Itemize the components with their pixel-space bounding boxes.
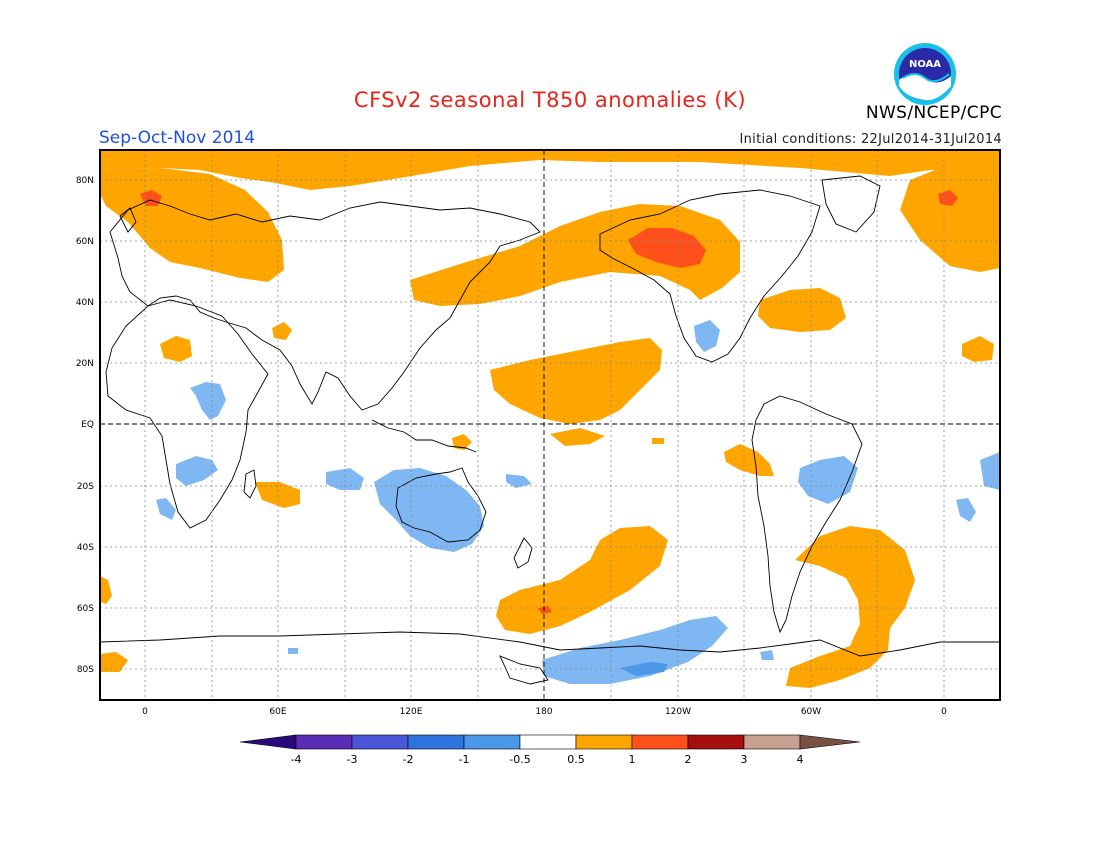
lat-label-60s: 60S — [77, 604, 94, 614]
lat-axis: 80N 60N 40N 20N EQ 20S 40S 60S 80S — [76, 176, 94, 675]
season-label: Sep-Oct-Nov 2014 — [99, 128, 256, 148]
anomaly-warm-south-atlantic-edge — [100, 576, 112, 604]
anomaly-warm-antarctic-edge — [100, 652, 128, 672]
colorbar-label-3: -1 — [459, 753, 470, 766]
coast-africa — [105, 299, 269, 529]
coast-australia — [395, 467, 487, 543]
colorbar-label-6: 1 — [629, 753, 636, 766]
colorbar-seg-8 — [743, 734, 801, 750]
lon-label-60e: 60E — [269, 707, 286, 717]
coast-new-zealand — [513, 537, 533, 569]
anomaly-layer — [100, 150, 1000, 688]
lon-label-180: 180 — [535, 707, 552, 717]
coast-madagascar — [243, 469, 257, 499]
colorbar-seg-0 — [295, 734, 353, 750]
lon-label-60w: 60W — [801, 707, 821, 717]
chart-title: CFSv2 seasonal T850 anomalies (K) — [353, 88, 747, 112]
colorbar-end-low — [239, 734, 297, 750]
lon-label-120e: 120E — [400, 707, 423, 717]
lon-axis: 0 60E 120E 180 120W 60W 0 — [142, 707, 947, 717]
anomaly-cool-sahel — [190, 382, 226, 420]
colorbar-label-4: -0.5 — [509, 753, 530, 766]
anomaly-cool-south-africa — [176, 456, 218, 486]
logo-text: NOAA — [909, 59, 941, 70]
anomaly-warm-madagascar — [255, 482, 300, 508]
lat-label-20n: 20N — [76, 359, 94, 369]
anomaly-cool-mexico — [694, 320, 720, 352]
colorbar-label-1: -3 — [347, 753, 358, 766]
anomaly-warm-europe-east-edge — [900, 168, 1000, 272]
lon-label-0: 0 — [142, 707, 148, 717]
lat-label-20s: 20S — [77, 482, 94, 492]
colorbar-label-2: -2 — [403, 753, 414, 766]
anomaly-hot-alaska — [628, 228, 706, 268]
anomaly-cool-southern-ocean — [542, 616, 728, 684]
lat-label-40n: 40N — [76, 298, 94, 308]
colorbar-label-5: 0.5 — [567, 753, 585, 766]
noaa-logo: NOAA — [894, 43, 956, 105]
coast-antarctica — [100, 631, 1000, 657]
colorbar-seg-3 — [463, 734, 521, 750]
colorbar-label-8: 3 — [741, 753, 748, 766]
colorbar-label-9: 4 — [797, 753, 804, 766]
anomaly-warm-south-pacific — [496, 526, 668, 634]
colorbar-seg-1 — [351, 734, 409, 750]
anomaly-cool-southern-atlantic-edge — [956, 498, 976, 522]
lat-label-eq: EQ — [81, 420, 94, 430]
anomaly-cool-antarctic-west — [288, 648, 298, 654]
colorbar: -4 -3 -2 -1 -0.5 0.5 1 2 3 4 — [239, 734, 861, 766]
anomaly-warm-south-equatorial-east — [724, 444, 774, 476]
anomaly-cool-tasman — [506, 474, 532, 488]
lat-label-80s: 80S — [77, 665, 94, 675]
anomaly-warm-equator-pacific — [550, 428, 605, 446]
lat-label-80n: 80N — [76, 176, 94, 186]
anomaly-warm-west-africa — [160, 336, 192, 362]
lat-label-60n: 60N — [76, 237, 94, 247]
reference-lines — [100, 150, 1000, 700]
coast-indonesia — [371, 419, 477, 453]
coastlines — [100, 175, 1000, 685]
anomaly-warm-small-pacific — [652, 438, 664, 444]
anomaly-warm-new-guinea — [452, 434, 472, 450]
anomaly-cool-southern-ocean-core — [620, 662, 668, 676]
colorbar-label-7: 2 — [685, 753, 692, 766]
colorbar-seg-7 — [687, 734, 745, 750]
map-frame — [99, 149, 1001, 701]
coast-europe-asia — [109, 199, 541, 411]
colorbar-seg-5 — [575, 734, 633, 750]
anomaly-warm-pacific-subtropic — [490, 338, 662, 424]
coast-antarctica-ross — [499, 655, 549, 685]
lon-label-120w: 120W — [665, 707, 691, 717]
colorbar-seg-2 — [407, 734, 465, 750]
anomaly-cool-southwest-africa — [156, 498, 176, 520]
colorbar-label-0: -4 — [291, 753, 302, 766]
lat-label-40s: 40S — [77, 543, 94, 553]
colorbar-end-high — [799, 734, 861, 750]
anomaly-cool-indian-ocean — [326, 468, 364, 490]
agency-label: NWS/NCEP/CPC — [865, 103, 1002, 123]
lon-label-0-east: 0 — [941, 707, 947, 717]
anomaly-cool-australia — [374, 468, 484, 552]
gridlines — [100, 150, 1000, 700]
coast-greenland — [821, 175, 881, 233]
anomaly-warm-arabia — [272, 322, 292, 340]
anomaly-warm-south-america — [786, 526, 915, 688]
colorbar-seg-4 — [519, 734, 577, 750]
colorbar-seg-6 — [631, 734, 689, 750]
anomaly-hot-scandinavia-east — [938, 190, 958, 206]
initial-conditions-label: Initial conditions: 22Jul2014-31Jul2014 — [739, 132, 1002, 147]
anomaly-cool-drake — [760, 650, 774, 660]
anomaly-warm-atlantic-nw — [758, 288, 846, 332]
coast-uk — [119, 207, 137, 233]
coast-south-america — [751, 395, 863, 634]
anomaly-cool-africa-east-edge — [980, 452, 1000, 490]
coast-north-america — [599, 189, 821, 363]
anomaly-warm-west-atlantic-low — [962, 336, 994, 362]
